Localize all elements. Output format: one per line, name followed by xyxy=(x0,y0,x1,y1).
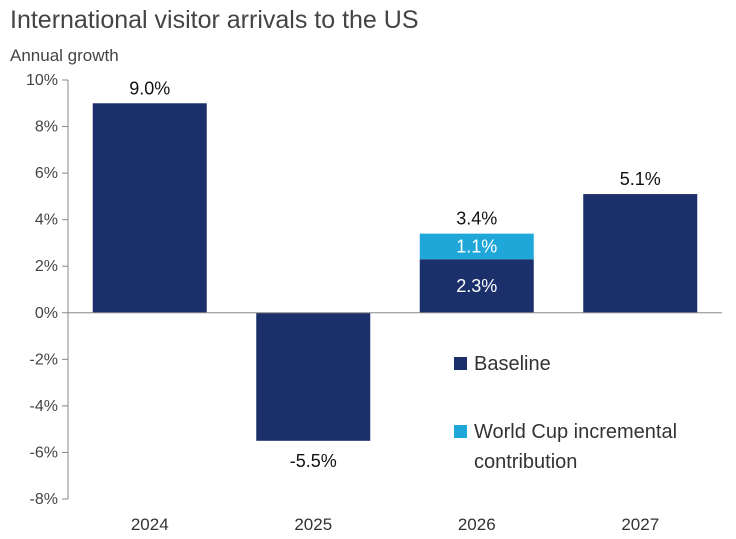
bar-baseline-2026 xyxy=(419,259,534,313)
legend-label-baseline: Baseline xyxy=(474,353,551,375)
chart-title: International visitor arrivals to the US xyxy=(10,6,419,34)
data-label-total-2027: 5.1% xyxy=(620,169,661,189)
x-tick-label-2027: 2027 xyxy=(621,515,659,534)
data-label-total-2025: -5.5% xyxy=(290,451,337,471)
y-tick-label: 6% xyxy=(35,165,58,182)
y-tick-label: 0% xyxy=(35,305,58,322)
data-label-total-2026: 3.4% xyxy=(456,209,497,229)
bar-world-cup-2026 xyxy=(419,233,534,260)
chart-subtitle: Annual growth xyxy=(10,46,119,65)
bar-baseline-2027 xyxy=(583,194,698,313)
data-label-baseline-2026: 2.3% xyxy=(456,276,497,296)
y-tick-label: -4% xyxy=(30,398,58,415)
x-tick-label-2025: 2025 xyxy=(294,515,332,534)
legend-label-world-cup-line1: World Cup incremental xyxy=(474,421,677,443)
y-tick-label: -2% xyxy=(30,351,58,368)
y-tick-label: 8% xyxy=(35,119,58,136)
data-label-total-2024: 9.0% xyxy=(129,78,170,98)
legend-swatch-world-cup xyxy=(454,425,467,438)
y-tick-label: -6% xyxy=(30,444,58,461)
y-tick-label: -8% xyxy=(30,491,58,508)
bar-baseline-2024 xyxy=(92,103,207,313)
x-tick-label-2024: 2024 xyxy=(131,515,169,534)
bar-baseline-2025 xyxy=(256,312,371,441)
data-label-world-cup-2026: 1.1% xyxy=(456,236,497,256)
y-tick-label: 2% xyxy=(35,258,58,275)
y-tick-label: 10% xyxy=(26,72,58,89)
legend-swatch-baseline xyxy=(454,357,467,370)
y-tick-label: 4% xyxy=(35,212,58,229)
x-tick-label-2026: 2026 xyxy=(458,515,496,534)
legend-label-world-cup-line2: contribution xyxy=(474,451,577,473)
